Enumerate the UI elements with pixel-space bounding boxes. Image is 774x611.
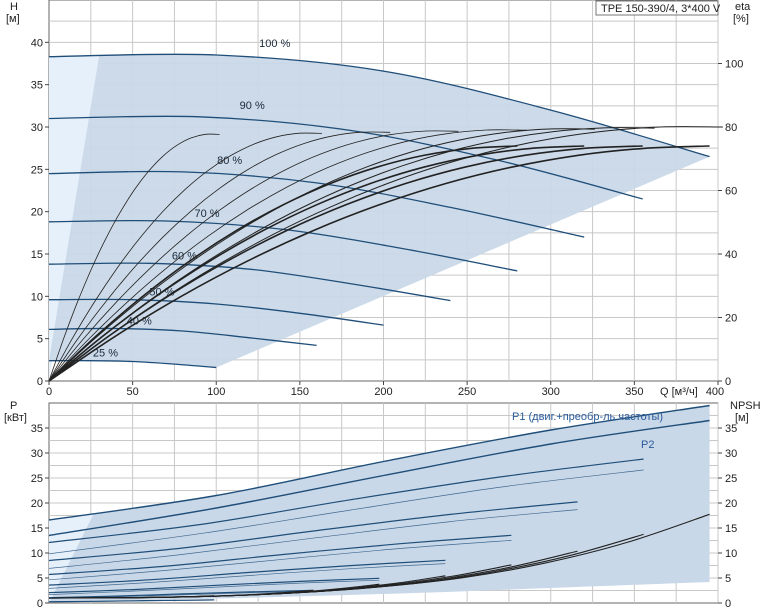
p1-series-label: P1 (двиг.+преобр-ль частоты) — [512, 411, 663, 423]
power-curve-reduced — [48, 559, 446, 586]
y-tick-label: 20 — [31, 207, 43, 219]
efficiency-curve — [48, 129, 527, 382]
y-tick-label: 35 — [31, 80, 43, 92]
x-tick-label: 200 — [374, 386, 392, 398]
y-tick-label: 5 — [37, 334, 43, 346]
p2-series-label: P2 — [641, 439, 654, 451]
speed-curve — [48, 262, 451, 302]
efficiency-curve — [48, 132, 323, 382]
x-axis-label: Q [м³/ч] — [660, 386, 698, 398]
power-curve-reduced-p2 — [48, 599, 215, 603]
power-curve-reduced — [48, 577, 380, 594]
efficiency-curve — [48, 131, 391, 382]
y2-tick-label: 35 — [725, 423, 737, 435]
x-tick-label: 100 — [207, 386, 225, 398]
y-tick-label: 15 — [31, 249, 43, 261]
efficiency-curve-bold — [48, 145, 585, 382]
x-tick-label: 50 — [127, 386, 139, 398]
bottom-left-axis-title: P — [10, 400, 17, 412]
speed-curve-label: 100 % — [259, 38, 290, 50]
y2-tick-label: 15 — [725, 523, 737, 535]
efficiency-curve-bold — [48, 145, 643, 382]
x-tick-label: 350 — [625, 386, 643, 398]
y2-tick-label: 25 — [725, 473, 737, 485]
speed-curve — [48, 115, 643, 200]
efficiency-curve-bold — [48, 145, 518, 382]
power-curve-reduced — [48, 589, 314, 599]
y2-tick-label: 10 — [725, 548, 737, 560]
power-curve-reduced-p2 — [48, 540, 512, 581]
bottom-left-axis-unit: [кВт] — [4, 412, 27, 424]
efficiency-curve — [48, 128, 595, 382]
speed-curve — [48, 298, 384, 326]
y2-tick-label: 100 — [725, 59, 743, 71]
y2-tick-label: 60 — [725, 186, 737, 198]
power-curve-reduced — [48, 458, 644, 544]
bottom-right-axis-title: NPSH — [730, 400, 761, 412]
y2-tick-label: 5 — [725, 573, 731, 585]
efficiency-curve — [48, 130, 459, 382]
speed-curve — [48, 327, 317, 347]
y2-tick-label: 40 — [725, 249, 737, 261]
y2-tick-label: 0 — [725, 598, 731, 610]
y-tick-label: 40 — [31, 37, 43, 49]
efficiency-curve — [48, 133, 220, 382]
title-box-text: TPE 150-390/4, 3*400 V — [601, 3, 721, 15]
speed-curve-label: 70 % — [195, 208, 220, 220]
y-tick-label: 30 — [31, 122, 43, 134]
speed-curve — [48, 170, 585, 238]
power-curve — [48, 419, 710, 537]
speed-curve — [48, 53, 710, 158]
y-tick-label: 20 — [31, 498, 43, 510]
top-right-axis-unit: [%] — [733, 13, 749, 25]
y-tick-label: 30 — [31, 448, 43, 460]
speed-curve-label: 90 % — [240, 100, 265, 112]
y-tick-label: 0 — [37, 376, 43, 388]
y-tick-label: 0 — [37, 598, 43, 610]
power-curve-reduced-p2 — [48, 563, 446, 589]
bottom-right-axis-unit: [м] — [735, 412, 749, 424]
x-tick-label: 300 — [542, 386, 560, 398]
y-tick-label: 35 — [31, 423, 43, 435]
y-tick-label: 10 — [31, 548, 43, 560]
speed-curve-label: 25 % — [93, 348, 118, 360]
power-curve-reduced-p2 — [48, 469, 644, 555]
speed-curve-label: 80 % — [217, 155, 242, 167]
top-left-axis-unit: [м] — [6, 13, 20, 25]
speed-curve — [48, 359, 217, 369]
x-tick-label: 250 — [458, 386, 476, 398]
power-curve-reduced — [48, 534, 512, 576]
power-curve-reduced-p2 — [48, 509, 578, 569]
y2-tick-label: 30 — [725, 448, 737, 460]
power-curve-reduced — [48, 501, 578, 562]
y-tick-label: 25 — [31, 164, 43, 176]
efficiency-curve-bold — [48, 145, 710, 382]
y-tick-label: 5 — [37, 573, 43, 585]
top-left-axis-title: H — [10, 1, 18, 13]
y-tick-label: 15 — [31, 523, 43, 535]
y-tick-label: 10 — [31, 291, 43, 303]
x-tick-label: 400 — [706, 386, 724, 398]
power-panel: 0 5 10 15 20 25 30 35 0 5 10 15 20 25 30 35 — [31, 402, 737, 610]
power-curve — [48, 404, 710, 521]
power-curve-reduced-p2 — [48, 579, 380, 595]
npsh-curve — [49, 595, 215, 599]
y2-tick-label: 20 — [725, 313, 737, 325]
power-range-area — [49, 405, 710, 601]
y2-tick-label: 80 — [725, 122, 737, 134]
y2-tick-label: 20 — [725, 498, 737, 510]
title-box: TPE 150-390/4, 3*400 V — [595, 0, 721, 16]
x-tick-label: 150 — [291, 386, 309, 398]
y-tick-label: 25 — [31, 473, 43, 485]
top-right-axis-title: eta — [735, 1, 751, 13]
y2-tick-label: 0 — [725, 376, 731, 388]
x-tick-label: 0 — [46, 386, 52, 398]
